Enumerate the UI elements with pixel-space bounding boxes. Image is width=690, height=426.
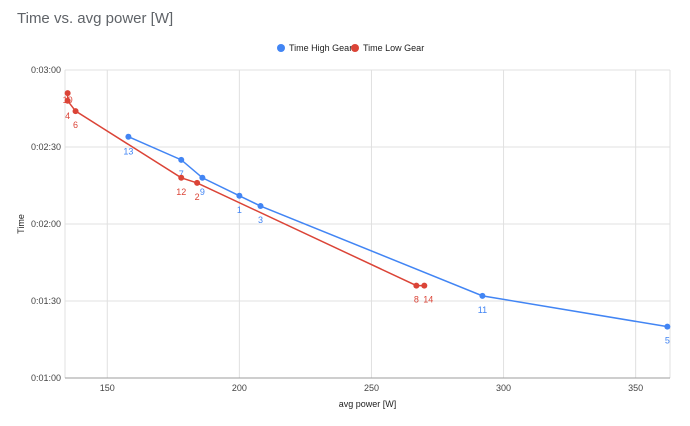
data-point — [257, 203, 264, 210]
data-point — [178, 156, 185, 163]
data-point — [194, 179, 201, 186]
y-tick-label: 0:03:00 — [31, 65, 61, 75]
data-label: 3 — [258, 215, 263, 225]
y-tick-label: 0:01:30 — [31, 296, 61, 306]
data-point — [479, 292, 486, 299]
legend-entry: Time High Gear — [289, 43, 352, 53]
x-tick-label: 350 — [628, 383, 643, 393]
legend-marker — [277, 44, 285, 52]
chart-title: Time vs. avg power [W] — [17, 10, 174, 27]
data-label: 14 — [423, 295, 433, 305]
data-point — [236, 192, 243, 199]
data-label: 9 — [200, 187, 205, 197]
y-tick-label: 0:02:00 — [31, 219, 61, 229]
data-label: 13 — [123, 147, 133, 157]
data-point — [64, 97, 71, 104]
y-tick-label: 0:02:30 — [31, 142, 61, 152]
x-tick-label: 200 — [232, 383, 247, 393]
x-tick-label: 250 — [364, 383, 379, 393]
data-label: 8 — [414, 295, 419, 305]
y-tick-label: 0:01:00 — [31, 373, 61, 383]
data-point — [125, 133, 132, 140]
x-tick-label: 300 — [496, 383, 511, 393]
data-label: 6 — [73, 120, 78, 130]
data-label: 4 — [65, 111, 70, 121]
series-line — [128, 136, 668, 328]
data-point — [72, 108, 79, 115]
x-tick-label: 150 — [100, 383, 115, 393]
series-line — [66, 93, 425, 287]
data-point — [413, 282, 420, 289]
legend-entry: Time Low Gear — [363, 43, 424, 53]
data-label: 2 — [195, 192, 200, 202]
data-label: 1 — [237, 205, 242, 215]
data-point — [664, 323, 671, 330]
y-axis-label: Time — [16, 214, 26, 234]
data-point — [421, 282, 428, 289]
data-point — [178, 174, 185, 181]
data-label: 11 — [478, 305, 487, 315]
x-axis-label: avg power [W] — [339, 399, 397, 409]
legend-marker — [351, 44, 359, 52]
data-point — [199, 174, 206, 181]
data-label: 7 — [179, 169, 184, 179]
data-label: 5 — [665, 336, 670, 346]
data-label: 12 — [176, 187, 186, 197]
data-point — [64, 90, 71, 97]
